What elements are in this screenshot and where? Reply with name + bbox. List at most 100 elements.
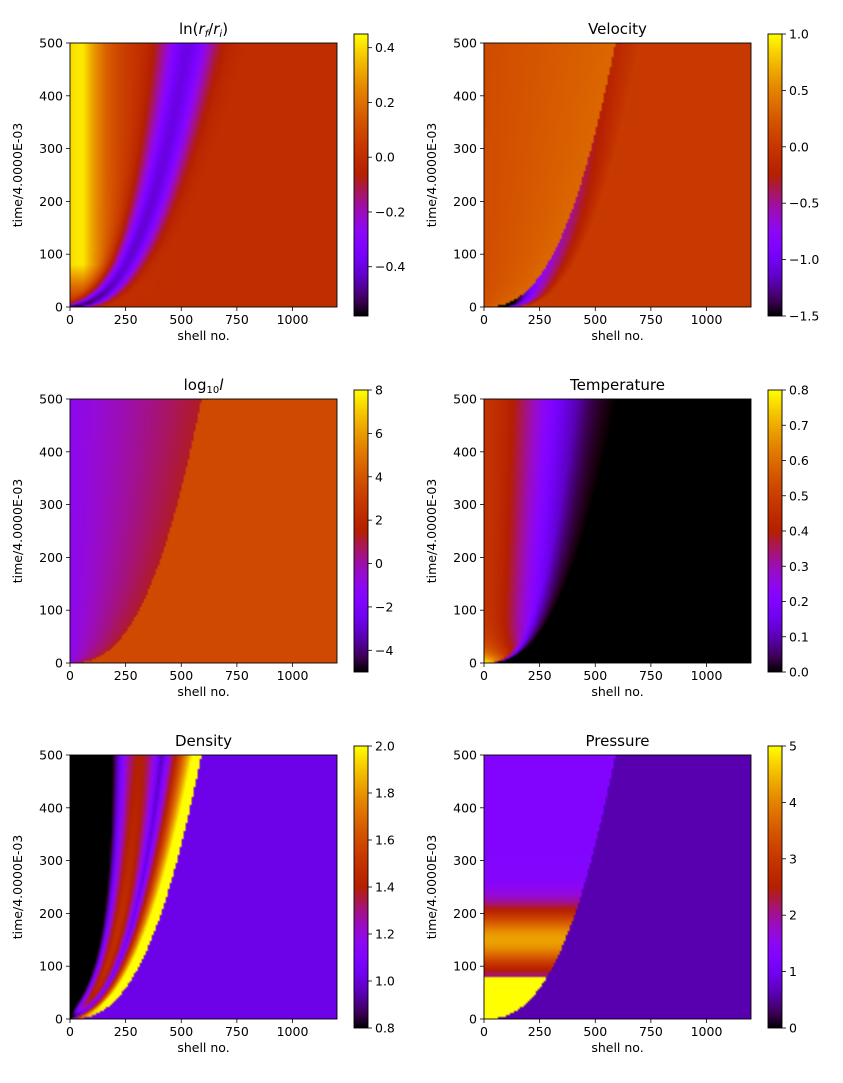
y-tick-label: 100 — [39, 603, 63, 618]
y-tick-label: 500 — [453, 748, 477, 763]
colorbar-tick-label: 8 — [375, 383, 383, 398]
y-tick-label: 400 — [453, 88, 477, 103]
x-tick-label: 750 — [225, 312, 249, 327]
y-axis-label: time/4.0000E-03 — [424, 835, 439, 940]
colorbar-tick-label: −2 — [375, 599, 393, 614]
colorbar-tick-label: 1.0 — [789, 27, 809, 42]
y-tick-label: 0 — [469, 300, 477, 315]
colorbar — [353, 745, 369, 1029]
y-tick-label: 500 — [453, 392, 477, 407]
colorbar-tick-label: 0.0 — [375, 150, 395, 165]
colorbar-tick-label: 4 — [789, 795, 797, 810]
colorbar-tick-label: 0.4 — [789, 524, 809, 539]
x-tick-label: 500 — [583, 1024, 607, 1039]
y-tick-label: 500 — [39, 392, 63, 407]
heatmap-image — [484, 399, 751, 663]
colorbar-tick-label: 0.1 — [789, 629, 809, 644]
axes-frame — [483, 398, 752, 664]
heatmap-image — [484, 755, 751, 1019]
y-tick-label: 100 — [39, 959, 63, 974]
heatmap-image — [70, 43, 337, 307]
axes-frame — [69, 398, 338, 664]
x-tick-label: 250 — [114, 312, 138, 327]
y-tick-label: 300 — [453, 497, 477, 512]
x-tick-label: 750 — [225, 1024, 249, 1039]
colorbar-tick-label: 2.0 — [375, 739, 395, 754]
y-tick-label: 400 — [453, 444, 477, 459]
x-tick-label: 250 — [114, 1024, 138, 1039]
colorbar-tick-label: 0.4 — [375, 40, 395, 55]
heatmap-image — [484, 43, 751, 307]
heatmap-image — [70, 755, 337, 1019]
x-tick-label: 250 — [528, 668, 552, 683]
y-tick-label: 300 — [39, 853, 63, 868]
y-tick-label: 200 — [39, 906, 63, 921]
y-tick-label: 500 — [453, 36, 477, 51]
y-tick-label: 400 — [39, 444, 63, 459]
colorbar-tick-label: −1.0 — [789, 252, 819, 267]
colorbar — [353, 33, 369, 317]
colorbar-tick-label: 0.2 — [789, 594, 809, 609]
colorbar-tick-label: −0.2 — [375, 204, 405, 219]
colorbar-tick-label: 2 — [789, 908, 797, 923]
x-tick-label: 750 — [225, 668, 249, 683]
y-tick-label: 200 — [453, 194, 477, 209]
y-axis-label: time/4.0000E-03 — [10, 479, 25, 584]
colorbar-tick-label: 0.2 — [375, 95, 395, 110]
y-tick-label: 400 — [39, 800, 63, 815]
y-tick-label: 0 — [55, 300, 63, 315]
x-tick-label: 750 — [639, 668, 663, 683]
x-tick-label: 500 — [583, 312, 607, 327]
colorbar-tick-label: 0 — [375, 556, 383, 571]
x-tick-label: 1000 — [691, 312, 723, 327]
y-tick-label: 200 — [453, 906, 477, 921]
x-tick-label: 1000 — [277, 668, 309, 683]
x-tick-label: 250 — [114, 668, 138, 683]
chart-title: log10l — [184, 376, 225, 396]
colorbar-tick-label: 0.5 — [789, 83, 809, 98]
y-tick-label: 200 — [39, 550, 63, 565]
y-tick-label: 0 — [469, 656, 477, 671]
y-tick-label: 0 — [469, 1012, 477, 1027]
x-tick-label: 1000 — [277, 1024, 309, 1039]
chart-title: Velocity — [588, 20, 647, 38]
chart-title: Temperature — [569, 376, 665, 394]
x-axis-label: shell no. — [591, 1040, 643, 1055]
y-tick-label: 300 — [39, 141, 63, 156]
colorbar-tick-label: 1.4 — [375, 880, 395, 895]
x-tick-label: 1000 — [691, 668, 723, 683]
x-tick-label: 0 — [66, 312, 74, 327]
y-tick-label: 100 — [39, 247, 63, 262]
colorbar-tick-label: 0 — [789, 1021, 797, 1036]
y-tick-label: 200 — [39, 194, 63, 209]
y-tick-label: 400 — [453, 800, 477, 815]
x-tick-label: 0 — [66, 1024, 74, 1039]
colorbar-tick-label: 1.2 — [375, 927, 395, 942]
colorbar-tick-label: 0.0 — [789, 139, 809, 154]
axes-frame — [69, 754, 338, 1020]
x-axis-label: shell no. — [591, 684, 643, 699]
colorbar-tick-label: −0.4 — [375, 259, 405, 274]
colorbar — [767, 33, 783, 317]
y-tick-label: 100 — [453, 959, 477, 974]
colorbar-tick-label: −1.5 — [789, 309, 819, 324]
x-axis-label: shell no. — [591, 328, 643, 343]
colorbar-tick-label: 5 — [789, 739, 797, 754]
colorbar-tick-label: 0.0 — [789, 665, 809, 680]
colorbar — [767, 389, 783, 673]
colorbar-tick-label: 0.7 — [789, 418, 809, 433]
colorbar-tick-label: 1.6 — [375, 833, 395, 848]
heatmap-image — [70, 399, 337, 663]
x-tick-label: 750 — [639, 312, 663, 327]
axes-frame — [69, 42, 338, 308]
x-tick-label: 250 — [528, 312, 552, 327]
colorbar-tick-label: 1.0 — [375, 974, 395, 989]
colorbar-tick-label: 2 — [375, 513, 383, 528]
x-tick-label: 0 — [480, 668, 488, 683]
axes-frame — [483, 754, 752, 1020]
x-axis-label: shell no. — [177, 328, 229, 343]
